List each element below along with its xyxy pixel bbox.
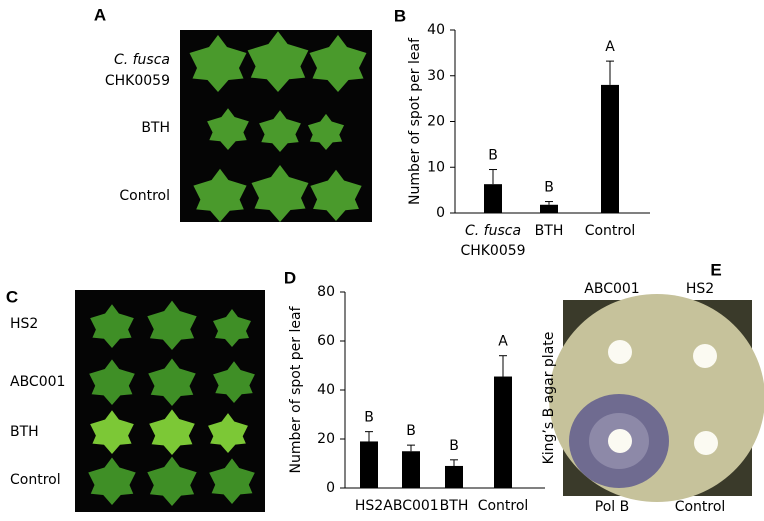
row-label: BTH [10,424,39,440]
disc [694,431,718,455]
significance-label: B [544,180,554,196]
leaf [148,358,196,406]
y-tick-label: 40 [427,22,445,38]
panel-letter: A [94,5,106,24]
leaf [207,108,249,150]
bar [402,451,420,488]
x-tick-label: BTH [440,498,469,514]
disc [608,429,632,453]
bar [445,465,463,488]
leaf [88,457,136,505]
row-label: BTH [141,120,170,136]
plate-side-label: King’s B agar plate [541,332,557,465]
y-tick-label: 60 [317,333,335,349]
row-label: Control [10,472,61,488]
y-axis-label: Number of spot per leaf [288,305,304,473]
row-label: HS2 [10,316,38,332]
leaf [147,456,197,506]
leaf [251,165,309,222]
bar [601,84,619,214]
plate-label: HS2 [686,281,714,297]
y-tick-label: 0 [436,205,445,221]
row-label: ABC001 [10,374,65,390]
leaf [307,113,345,150]
leaf [90,304,134,348]
panel-letter: E [710,260,721,279]
leaf [309,35,367,92]
leaf [213,309,251,347]
leaf [247,31,309,92]
leaf [259,110,301,152]
y-tick-label: 20 [427,114,445,130]
leaf [193,168,247,222]
plate-label: ABC001 [584,281,639,297]
panel-letter: D [284,268,296,287]
x-tick-label: ABC001 [383,498,438,514]
y-tick-label: 20 [317,431,335,447]
x-tick-label: Control [478,498,529,514]
significance-label: B [364,410,374,426]
bar [484,184,502,213]
panel-letter: B [394,6,406,25]
leaf [208,413,248,453]
significance-label: B [406,423,416,439]
y-tick-label: 40 [317,382,335,398]
y-tick-label: 10 [427,159,445,175]
significance-label: A [605,39,615,55]
leaf [89,359,135,405]
leaf [310,169,362,221]
leaf [213,361,255,403]
x-tick-label: HS2 [355,498,383,514]
x-tick-label: C. fusca [465,223,521,239]
disc [693,344,717,368]
leaf [90,410,134,454]
plate-label: Control [675,499,726,515]
x-tick-label: CHK0059 [460,243,525,259]
row-label: Control [119,188,170,204]
leaf [149,409,195,455]
significance-label: B [488,148,498,164]
plate-label: Pol B [595,499,629,515]
bar [360,441,378,488]
bar [540,204,558,213]
y-tick-label: 30 [427,68,445,84]
leaf [189,35,247,92]
x-tick-label: Control [585,223,636,239]
bar [494,376,512,488]
row-label: CHK0059 [105,73,170,89]
panel-letter: C [6,287,18,306]
y-tick-label: 80 [317,284,335,300]
significance-label: B [449,438,459,454]
disc [608,340,632,364]
y-tick-label: 0 [326,480,335,496]
row-label: C. fusca [114,52,170,68]
significance-label: A [498,334,508,350]
y-axis-label: Number of spot per leaf [407,37,423,205]
leaf [209,458,255,504]
leaf [147,300,197,350]
x-tick-label: BTH [535,223,564,239]
